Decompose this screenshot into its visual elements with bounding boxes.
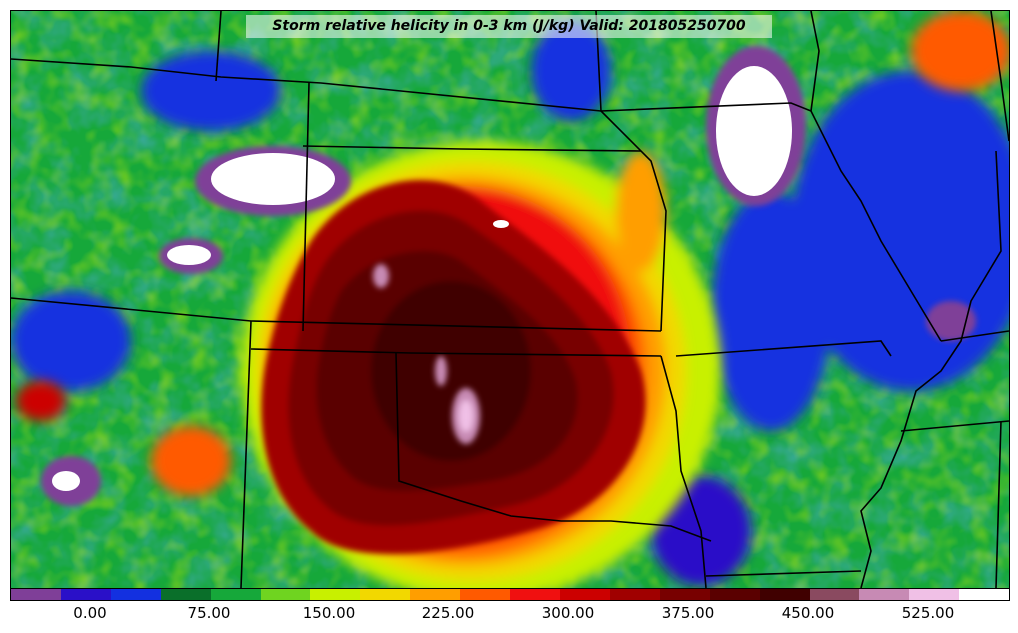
colorbar-tick-label: 0.00: [73, 604, 107, 622]
colorbar-tick-label: 375.00: [661, 604, 715, 622]
colorbar-segment: [659, 589, 710, 600]
helicity-field: [11, 11, 1009, 588]
colorbar-segment: [360, 589, 411, 600]
colorbar-segment: [460, 589, 511, 600]
colorbar-segment: [809, 589, 860, 600]
map-title: Storm relative helicity in 0-3 km (J/kg)…: [246, 15, 772, 38]
colorbar: [10, 588, 1010, 601]
colorbar-segment: [160, 589, 211, 600]
colorbar-tick-label: 525.00: [901, 604, 955, 622]
colorbar-tick-label: 300.00: [541, 604, 595, 622]
colorbar-tick-label: 225.00: [421, 604, 475, 622]
colorbar-segment: [110, 589, 161, 600]
colorbar-segment: [210, 589, 261, 600]
colorbar-segment: [11, 589, 61, 600]
colorbar-segment: [909, 589, 960, 600]
helicity-map: [10, 10, 1010, 589]
colorbar-tick-label: 150.00: [302, 604, 356, 622]
colorbar-segment: [510, 589, 560, 600]
colorbar-segment: [859, 589, 910, 600]
colorbar-segment: [709, 589, 760, 600]
colorbar-segment: [959, 589, 1010, 600]
colorbar-segment: [759, 589, 810, 600]
colorbar-segment: [609, 589, 660, 600]
colorbar-segment: [310, 589, 361, 600]
colorbar-tick-label: 75.00: [187, 604, 231, 622]
colorbar-segment: [260, 589, 311, 600]
colorbar-segment: [60, 589, 111, 600]
colorbar-segment: [559, 589, 610, 600]
colorbar-tick-label: 450.00: [781, 604, 835, 622]
colorbar-segment: [410, 589, 461, 600]
